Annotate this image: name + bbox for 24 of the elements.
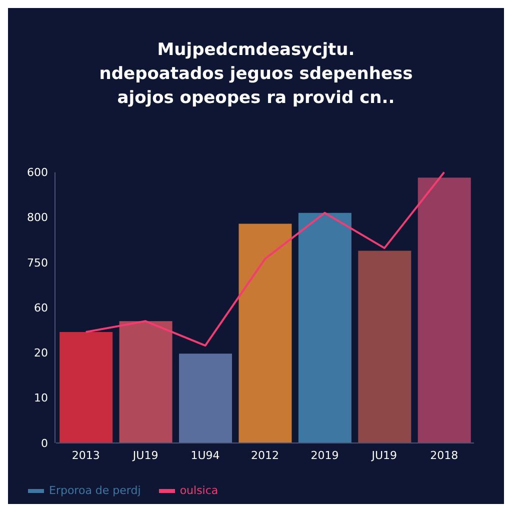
text: 800	[27, 211, 48, 224]
bar	[418, 178, 471, 443]
x-tick-label: 2013	[72, 448, 100, 462]
text: 60	[34, 301, 48, 314]
x-tick-label: 2019	[310, 448, 339, 462]
text: 10	[34, 392, 48, 405]
x-tick-label: JU19	[132, 448, 158, 462]
chart-title: Mujpedcmdeasycjtu. ndepoatados jeguos sdepenhess ajojos opeopes ra provid cn..	[98, 39, 414, 110]
legend-label: Erporoa de perdj	[49, 484, 141, 497]
text: 600	[27, 166, 48, 180]
bar	[298, 212, 352, 443]
text: 750	[27, 256, 48, 270]
bar	[238, 224, 292, 443]
x-tick-label: JU19	[370, 448, 398, 462]
bar	[119, 321, 172, 443]
text: 20	[34, 346, 48, 360]
text: 0	[41, 436, 48, 450]
x-tick-label: 2018	[430, 448, 458, 462]
x-tick-label: 2012	[251, 448, 279, 462]
x-tick-label: 1U94	[190, 448, 220, 462]
bar	[60, 332, 113, 443]
bar	[358, 250, 412, 443]
bar	[179, 354, 232, 443]
legend-label: oulsica	[180, 484, 218, 497]
